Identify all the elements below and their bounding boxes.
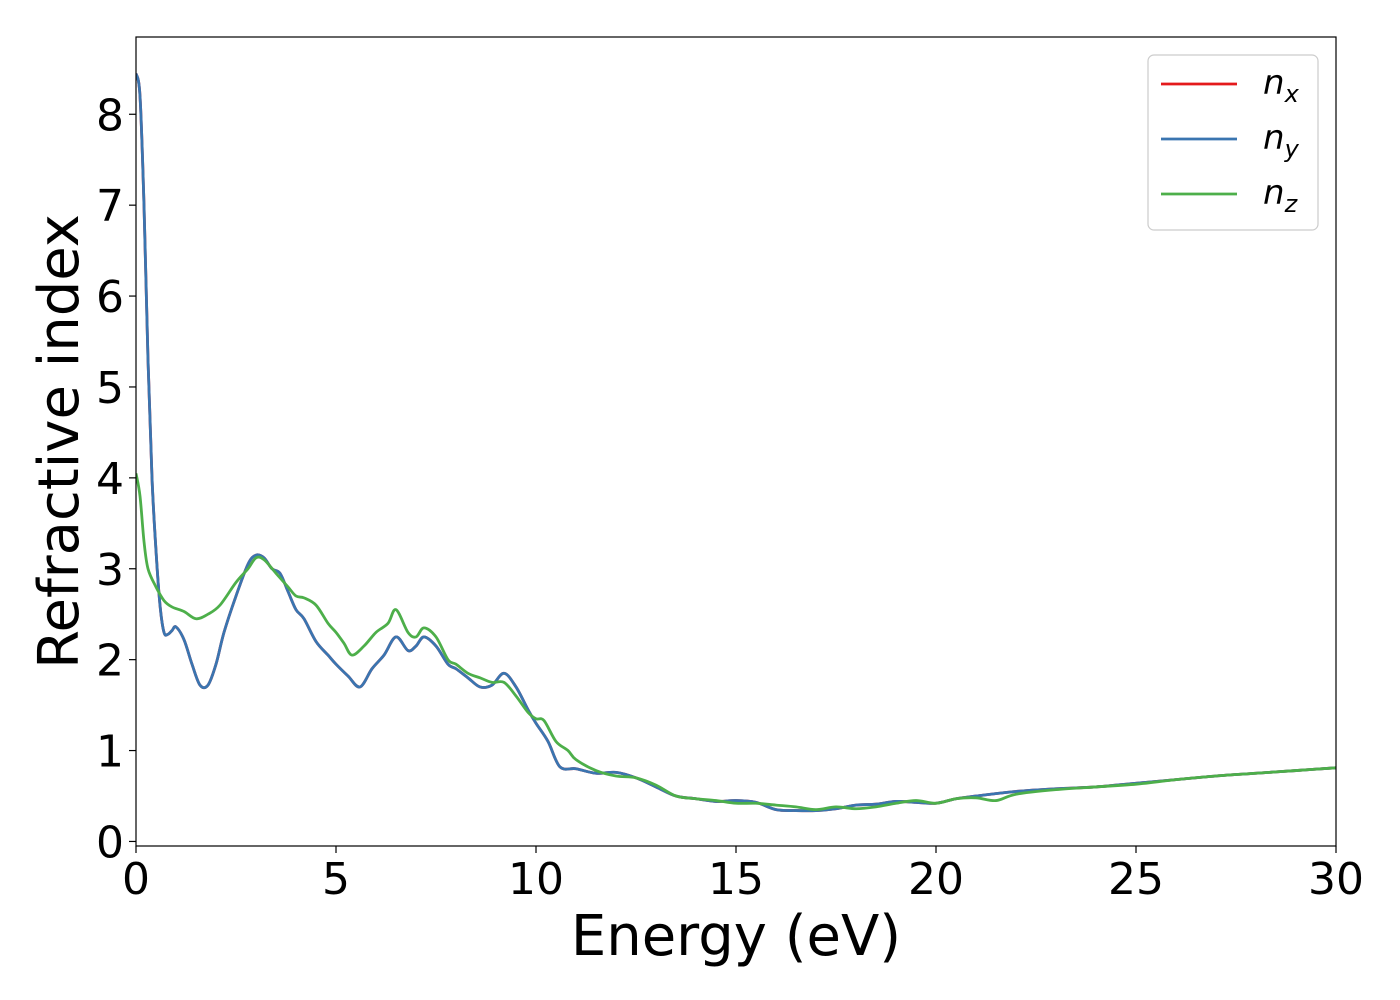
y-tick-label: 2	[96, 636, 124, 687]
y-axis-ticks: 0 1 2 3 4 5 6 7 8	[96, 90, 136, 868]
x-axis-label: Energy (eV)	[571, 904, 901, 969]
legend: nx ny nz	[1147, 54, 1319, 231]
y-tick-label: 1	[96, 727, 124, 778]
x-tick-label: 25	[1108, 854, 1164, 905]
x-tick-label: 5	[322, 854, 350, 905]
legend-box	[1147, 54, 1319, 231]
y-tick-label: 3	[96, 545, 124, 596]
x-tick-label: 0	[122, 854, 150, 905]
legend-label-ny: ny	[1263, 118, 1300, 163]
x-axis-ticks: 0 5 10 15 20 25 30	[122, 846, 1364, 905]
y-tick-label: 7	[96, 181, 124, 232]
plot-lines	[136, 73, 1336, 813]
y-axis-label: Refractive index	[27, 214, 92, 669]
y-tick-label: 8	[96, 90, 124, 141]
legend-label-nx: nx	[1263, 63, 1300, 108]
y-tick-label: 5	[96, 363, 124, 414]
x-tick-label: 15	[708, 854, 764, 905]
legend-label-nz: nz	[1263, 173, 1299, 218]
series-line-ny	[136, 73, 1336, 813]
series-line-nz	[136, 473, 1336, 812]
y-tick-label: 6	[96, 272, 124, 323]
y-tick-label: 0	[96, 817, 124, 868]
y-tick-label: 4	[96, 454, 124, 505]
x-tick-label: 20	[908, 854, 964, 905]
x-tick-label: 30	[1308, 854, 1364, 905]
x-tick-label: 10	[508, 854, 564, 905]
